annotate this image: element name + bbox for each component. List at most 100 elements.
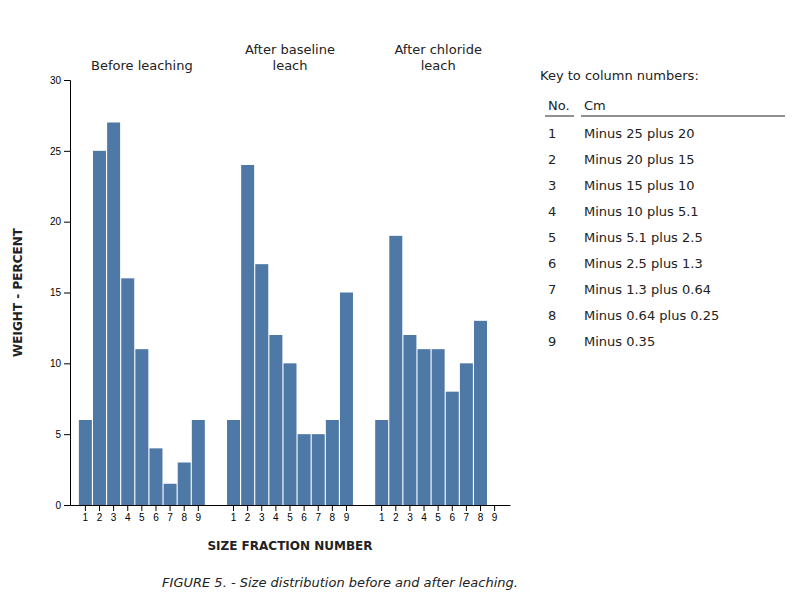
y-axis: 051015202530	[50, 75, 71, 511]
y-tick-mark	[64, 293, 70, 294]
group-label: Before leaching	[91, 58, 193, 73]
bars	[79, 123, 487, 506]
x-tick: 9	[492, 505, 498, 523]
y-tick: 5	[55, 429, 70, 440]
x-tick: 4	[125, 505, 131, 523]
x-tick: 5	[435, 505, 441, 523]
y-tick-mark	[64, 222, 70, 223]
bar	[389, 236, 402, 505]
x-tick-label: 6	[153, 512, 159, 523]
x-tick: 1	[83, 505, 89, 523]
x-tick: 6	[301, 505, 307, 523]
x-tick: 2	[393, 505, 399, 523]
x-tick-label: 1	[83, 512, 89, 523]
group-label: After baselineleach	[245, 42, 335, 73]
bar	[375, 420, 388, 505]
x-tick-label: 8	[330, 512, 336, 523]
key-number: 3	[548, 178, 556, 193]
bar-group	[375, 236, 487, 505]
bar	[474, 321, 487, 505]
x-tick-label: 7	[167, 512, 173, 523]
x-tick: 7	[167, 505, 173, 523]
bar	[418, 349, 431, 505]
key-underline	[545, 116, 574, 117]
x-tick-mark	[332, 505, 333, 511]
y-tick-mark	[64, 434, 70, 435]
chart-container: 051015202530123456789123456789123456789B…	[0, 0, 800, 615]
bar	[269, 335, 282, 505]
bar	[227, 420, 240, 505]
y-tick-label: 15	[50, 287, 62, 298]
key-entry: Minus 1.3 plus 0.64	[584, 282, 711, 297]
x-tick-mark	[304, 505, 305, 511]
x-tick-label: 5	[435, 512, 441, 523]
x-axis-title: SIZE FRACTION NUMBER	[207, 539, 372, 553]
y-axis-title: WEIGHT - PERCENT	[11, 227, 25, 357]
x-tick-mark	[85, 505, 86, 511]
x-tick: 8	[181, 505, 187, 523]
x-tick-mark	[113, 505, 114, 511]
x-tick-label: 9	[492, 512, 498, 523]
x-tick-mark	[395, 505, 396, 511]
x-tick-label: 1	[231, 512, 237, 523]
chart-svg: 051015202530123456789123456789123456789B…	[0, 0, 800, 615]
bar	[164, 484, 177, 505]
x-tick-label: 8	[181, 512, 187, 523]
y-tick: 30	[50, 75, 70, 86]
key-entry: Minus 5.1 plus 2.5	[584, 230, 703, 245]
x-tick: 2	[245, 505, 251, 523]
x-tick-label: 9	[196, 512, 202, 523]
bar	[241, 165, 254, 505]
bar	[107, 123, 120, 506]
x-tick-label: 5	[139, 512, 145, 523]
bar	[446, 392, 459, 505]
y-tick-label: 20	[50, 216, 62, 227]
x-tick-label: 3	[259, 512, 265, 523]
chart-title: FIGURE 5. - Size distribution before and…	[162, 575, 518, 590]
bar	[93, 151, 106, 505]
key-header: Cm	[584, 98, 606, 113]
x-axis-line	[71, 505, 511, 506]
x-tick: 3	[407, 505, 413, 523]
bar	[326, 420, 339, 505]
x-tick: 8	[478, 505, 484, 523]
bar	[178, 463, 191, 506]
bar	[121, 278, 134, 505]
x-tick-mark	[494, 505, 495, 511]
bar	[488, 505, 501, 506]
x-tick: 9	[344, 505, 350, 523]
bar	[403, 335, 416, 505]
key-entry: Minus 25 plus 20	[584, 126, 694, 141]
x-tick: 9	[196, 505, 202, 523]
x-tick-mark	[275, 505, 276, 511]
key-number: 5	[548, 230, 556, 245]
bar	[298, 434, 311, 505]
x-tick-mark	[155, 505, 156, 511]
bar	[149, 448, 162, 505]
x-tick: 4	[273, 505, 279, 523]
x-tick: 3	[111, 505, 117, 523]
x-tick-label: 7	[464, 512, 470, 523]
x-tick-mark	[99, 505, 100, 511]
bar	[284, 363, 297, 505]
key-number: 4	[548, 204, 556, 219]
x-tick-mark	[233, 505, 234, 511]
x-tick-label: 1	[379, 512, 385, 523]
x-tick-mark	[346, 505, 347, 511]
x-axis	[71, 505, 511, 506]
x-group-axis: 123456789	[231, 505, 350, 523]
bar	[312, 434, 325, 505]
key-entry: Minus 2.5 plus 1.3	[584, 256, 703, 271]
key-entry: Minus 0.64 plus 0.25	[584, 308, 719, 323]
x-tick-label: 2	[393, 512, 399, 523]
x-group-axis: 123456789	[379, 505, 498, 523]
x-tick-mark	[438, 505, 439, 511]
y-tick-mark	[64, 80, 70, 81]
bar	[79, 420, 92, 505]
x-tick-label: 6	[449, 512, 455, 523]
x-tick: 6	[153, 505, 159, 523]
x-tick-mark	[480, 505, 481, 511]
bar	[255, 264, 268, 505]
y-axis-line	[64, 81, 71, 506]
key-number: 6	[548, 256, 556, 271]
